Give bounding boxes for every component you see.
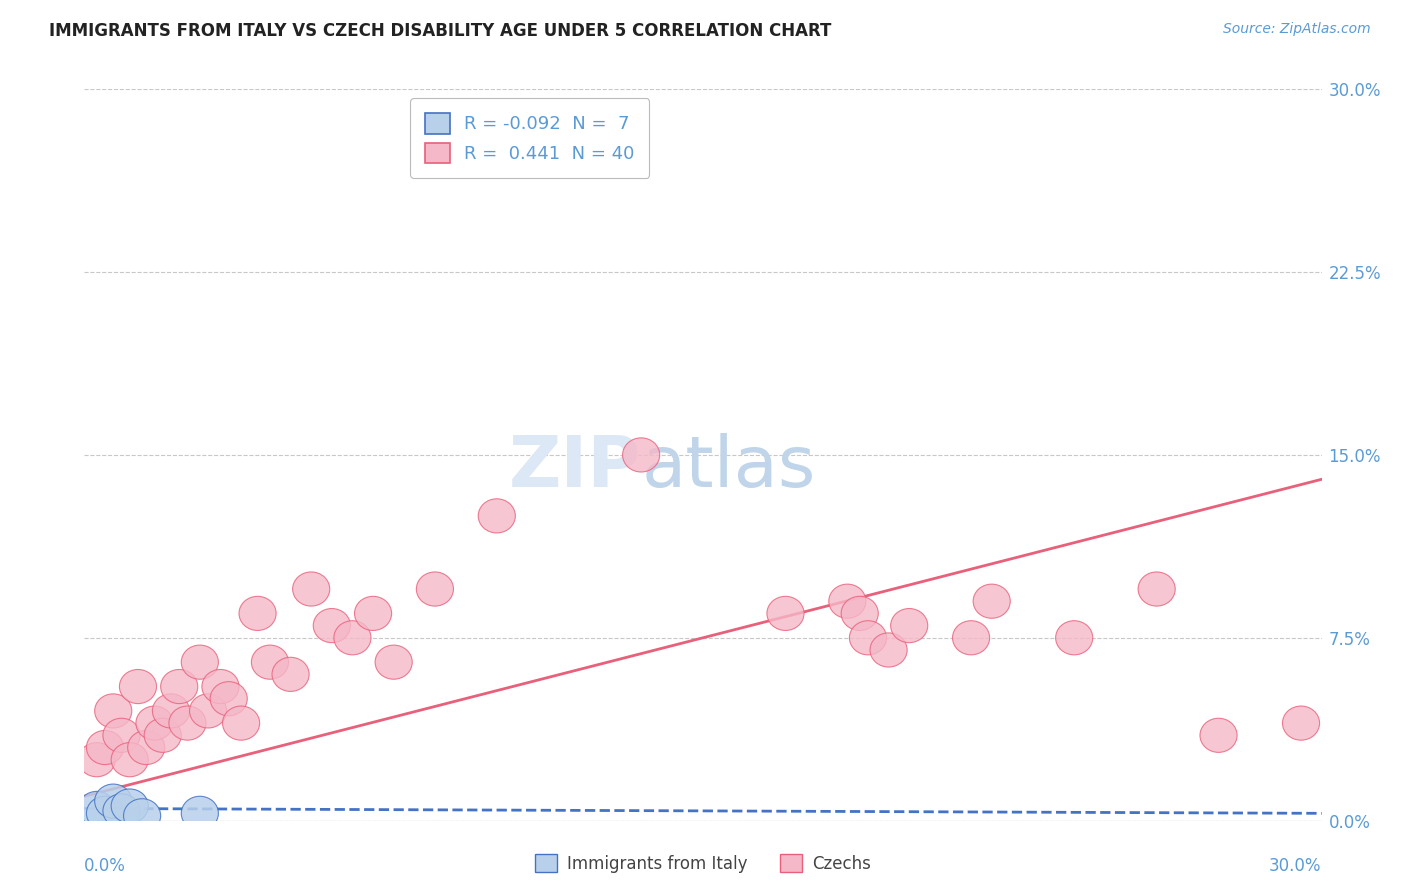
Ellipse shape: [209, 681, 247, 715]
Ellipse shape: [128, 731, 165, 764]
Text: 0.0%: 0.0%: [84, 857, 127, 875]
Ellipse shape: [314, 608, 350, 642]
Ellipse shape: [111, 789, 148, 823]
Ellipse shape: [160, 670, 198, 704]
Ellipse shape: [86, 731, 124, 764]
Ellipse shape: [94, 784, 132, 818]
Ellipse shape: [354, 597, 392, 631]
Ellipse shape: [103, 794, 141, 828]
Ellipse shape: [333, 621, 371, 655]
Ellipse shape: [79, 743, 115, 777]
Ellipse shape: [145, 718, 181, 752]
Text: atlas: atlas: [641, 433, 815, 501]
Ellipse shape: [169, 706, 207, 740]
Text: ZIP: ZIP: [509, 433, 641, 501]
Ellipse shape: [190, 694, 226, 728]
Ellipse shape: [870, 633, 907, 667]
Ellipse shape: [239, 597, 276, 631]
Ellipse shape: [478, 499, 516, 533]
Ellipse shape: [252, 645, 288, 679]
Ellipse shape: [1056, 621, 1092, 655]
Ellipse shape: [94, 694, 132, 728]
Legend: Immigrants from Italy, Czechs: Immigrants from Italy, Czechs: [529, 847, 877, 880]
Ellipse shape: [849, 621, 887, 655]
Ellipse shape: [271, 657, 309, 691]
Ellipse shape: [202, 670, 239, 704]
Legend: R = -0.092  N =  7, R =  0.441  N = 40: R = -0.092 N = 7, R = 0.441 N = 40: [411, 98, 650, 178]
Ellipse shape: [1137, 572, 1175, 606]
Text: IMMIGRANTS FROM ITALY VS CZECH DISABILITY AGE UNDER 5 CORRELATION CHART: IMMIGRANTS FROM ITALY VS CZECH DISABILIT…: [49, 22, 831, 40]
Ellipse shape: [623, 438, 659, 472]
Ellipse shape: [952, 621, 990, 655]
Ellipse shape: [103, 718, 141, 752]
Ellipse shape: [416, 572, 454, 606]
Ellipse shape: [222, 706, 260, 740]
Text: Source: ZipAtlas.com: Source: ZipAtlas.com: [1223, 22, 1371, 37]
Ellipse shape: [890, 608, 928, 642]
Ellipse shape: [124, 798, 160, 833]
Ellipse shape: [181, 645, 218, 679]
Ellipse shape: [1199, 718, 1237, 752]
Ellipse shape: [375, 645, 412, 679]
Ellipse shape: [181, 797, 218, 830]
Ellipse shape: [136, 706, 173, 740]
Ellipse shape: [120, 670, 156, 704]
Ellipse shape: [152, 694, 190, 728]
Ellipse shape: [111, 743, 148, 777]
Ellipse shape: [973, 584, 1011, 618]
Text: 30.0%: 30.0%: [1270, 857, 1322, 875]
Ellipse shape: [292, 572, 330, 606]
Ellipse shape: [79, 791, 115, 825]
Ellipse shape: [86, 797, 124, 830]
Ellipse shape: [828, 584, 866, 618]
Ellipse shape: [1282, 706, 1320, 740]
Ellipse shape: [766, 597, 804, 631]
Ellipse shape: [841, 597, 879, 631]
